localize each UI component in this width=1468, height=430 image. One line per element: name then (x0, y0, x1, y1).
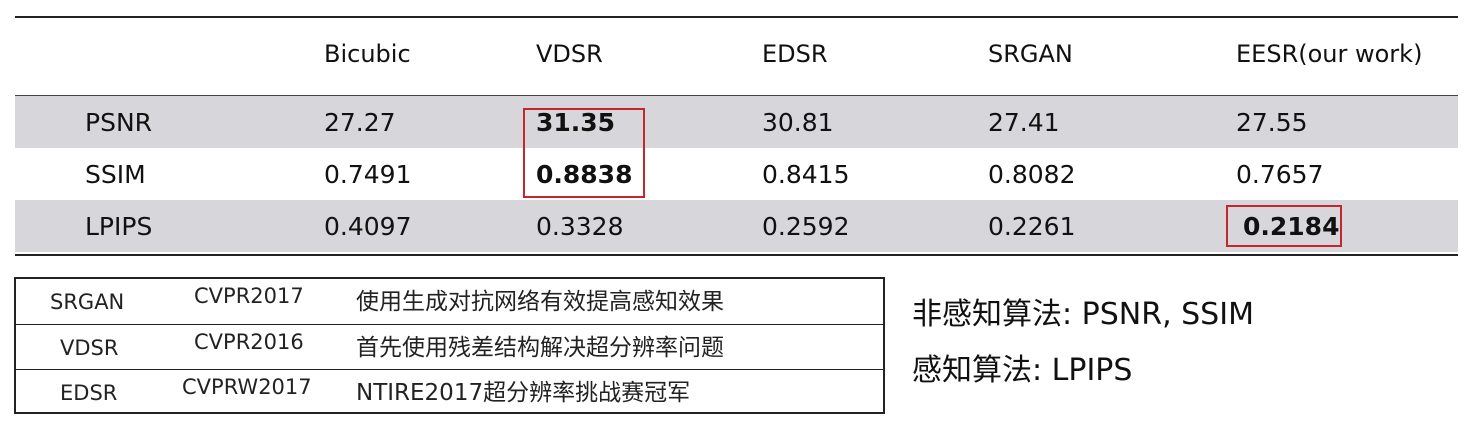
legend-non-perceptual: 非感知算法: PSNR, SSIM (912, 297, 1254, 332)
results-table: Bicubic VDSR EDSR SRGAN EESR(our work) P… (15, 16, 1458, 256)
note-venue: CVPRW2017 (182, 375, 312, 399)
cell-psnr-bicubic: 27.27 (324, 107, 396, 137)
cell-psnr-vdsr: 31.35 (536, 107, 616, 137)
metric-label: LPIPS (85, 211, 153, 241)
note-description: 使用生成对抗网络有效提高感知效果 (356, 289, 724, 315)
note-method: SRGAN (50, 290, 125, 314)
metric-label: SSIM (85, 159, 146, 189)
cell-psnr-srgan: 27.41 (988, 107, 1060, 137)
cell-ssim-srgan: 0.8082 (988, 159, 1076, 189)
note-method: VDSR (60, 336, 119, 360)
note-row: EDSR CVPRW2017 NTIRE2017超分辨率挑战赛冠军 (16, 369, 883, 413)
results-row-lpips: LPIPS 0.4097 0.3328 0.2592 0.2261 0.2184 (15, 200, 1458, 252)
cell-lpips-vdsr: 0.3328 (536, 211, 624, 241)
note-venue: CVPR2017 (194, 284, 304, 308)
cell-psnr-eesr: 27.55 (1236, 107, 1308, 137)
header-bicubic: Bicubic (324, 40, 411, 68)
highlight-box-eesr (1226, 205, 1342, 247)
note-method: EDSR (60, 381, 118, 405)
cell-ssim-edsr: 0.8415 (762, 159, 850, 189)
header-srgan: SRGAN (988, 40, 1073, 68)
results-row-psnr: PSNR 27.27 31.35 30.81 27.41 27.55 (15, 95, 1458, 148)
method-notes-table: SRGAN CVPR2017 使用生成对抗网络有效提高感知效果 VDSR CVP… (14, 277, 885, 414)
header-eesr: EESR(our work) (1236, 40, 1423, 68)
note-description: 首先使用残差结构解决超分辨率问题 (356, 335, 724, 361)
highlight-box-vdsr (523, 108, 645, 198)
header-edsr: EDSR (762, 40, 828, 68)
header-vdsr: VDSR (536, 40, 603, 68)
metric-label: PSNR (85, 107, 153, 137)
cell-lpips-eesr: 0.2184 (1243, 211, 1340, 241)
note-venue: CVPR2016 (194, 330, 304, 354)
cell-ssim-vdsr: 0.8838 (536, 159, 633, 189)
cell-lpips-edsr: 0.2592 (762, 211, 850, 241)
cell-lpips-srgan: 0.2261 (988, 211, 1076, 241)
cell-ssim-bicubic: 0.7491 (324, 159, 412, 189)
results-header-row: Bicubic VDSR EDSR SRGAN EESR(our work) (15, 18, 1458, 90)
cell-psnr-edsr: 30.81 (762, 107, 834, 137)
note-row: SRGAN CVPR2017 使用生成对抗网络有效提高感知效果 (16, 279, 883, 324)
note-description: NTIRE2017超分辨率挑战赛冠军 (356, 380, 691, 406)
cell-ssim-eesr: 0.7657 (1236, 159, 1324, 189)
results-row-ssim: SSIM 0.7491 0.8838 0.8415 0.8082 0.7657 (15, 148, 1458, 200)
cell-lpips-bicubic: 0.4097 (324, 211, 412, 241)
legend-perceptual: 感知算法: LPIPS (912, 353, 1133, 388)
note-row: VDSR CVPR2016 首先使用残差结构解决超分辨率问题 (16, 324, 883, 370)
